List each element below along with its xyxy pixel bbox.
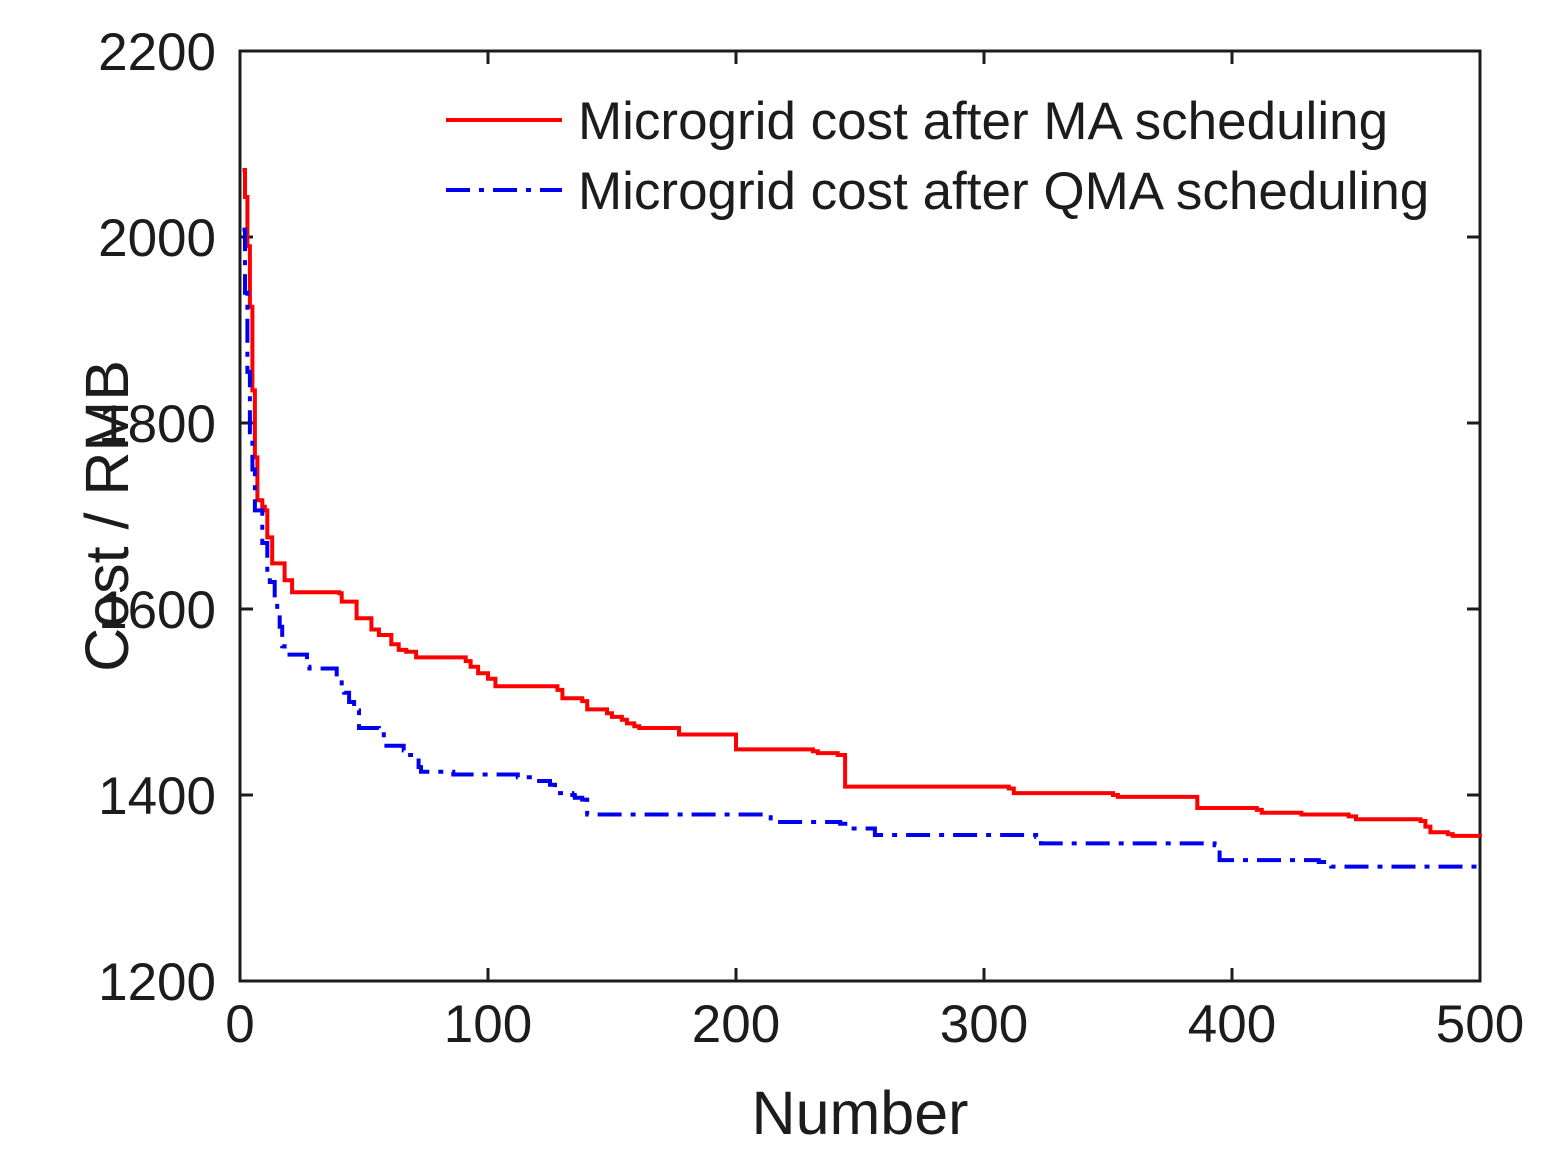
legend: Microgrid cost after MA scheduling Micro… (446, 92, 1429, 221)
legend-label-qma: Microgrid cost after QMA scheduling (578, 162, 1429, 221)
y-tick-label: 2000 (98, 209, 216, 268)
x-tick-label: 0 (225, 995, 254, 1054)
y-tick-label: 1800 (98, 395, 216, 454)
y-axis-title: Cost / RMB (73, 360, 141, 672)
x-tick-label: 200 (692, 995, 780, 1054)
series-line-ma (242, 168, 1482, 838)
y-tick-labels: 1200 1400 1600 1800 2000 2200 (98, 23, 216, 1012)
x-axis-title: Number (752, 1079, 969, 1147)
x-tick-label: 300 (940, 995, 1028, 1054)
plot-border-box (238, 49, 1482, 983)
y-tick-label: 2200 (98, 23, 216, 82)
x-tick-label: 500 (1436, 995, 1524, 1054)
y-tick-label: 1600 (98, 581, 216, 640)
x-tick-label: 400 (1188, 995, 1276, 1054)
x-tick-label: 100 (444, 995, 532, 1054)
x-tick-labels: 0 100 200 300 400 500 (225, 995, 1524, 1054)
series-line-qma (242, 227, 1480, 869)
y-tick-label: 1200 (98, 953, 216, 1012)
y-tick-label: 1400 (98, 767, 216, 826)
series-group (242, 168, 1482, 869)
legend-label-ma: Microgrid cost after MA scheduling (578, 92, 1388, 151)
